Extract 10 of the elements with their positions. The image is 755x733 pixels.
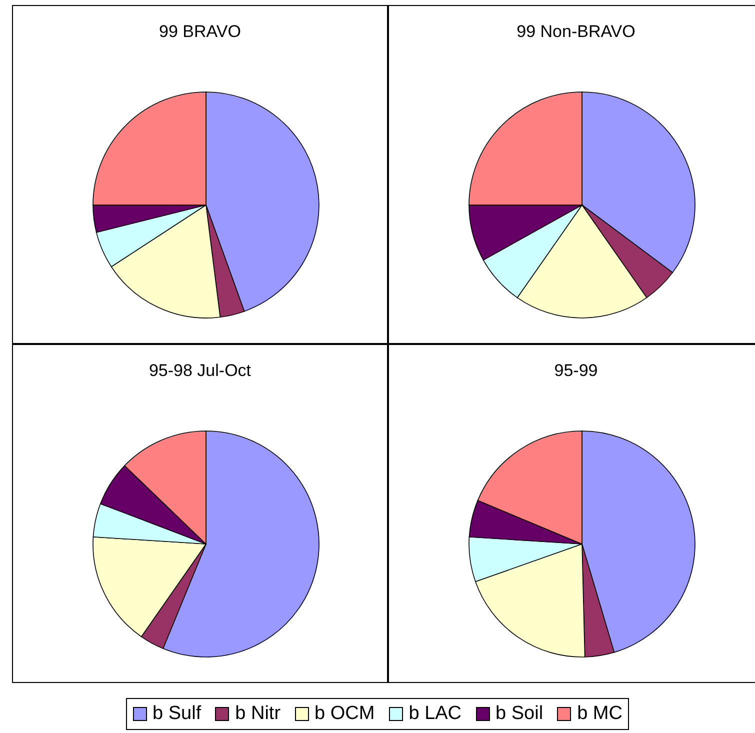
legend-label: b MC <box>577 703 622 725</box>
chart-title: 95-98 Jul-Oct <box>148 361 252 381</box>
legend-label: b OCM <box>314 703 375 725</box>
legend-label: b Nitr <box>235 703 281 725</box>
legend-label: b Sulf <box>152 703 202 725</box>
chart-title: 99 Non-BRAVO <box>516 22 636 42</box>
chart-title: 95-99 <box>553 361 599 381</box>
legend-label: b LAC <box>408 703 462 725</box>
legend-label: b Soil <box>496 703 544 725</box>
chart-title: 99 BRAVO <box>158 22 242 42</box>
